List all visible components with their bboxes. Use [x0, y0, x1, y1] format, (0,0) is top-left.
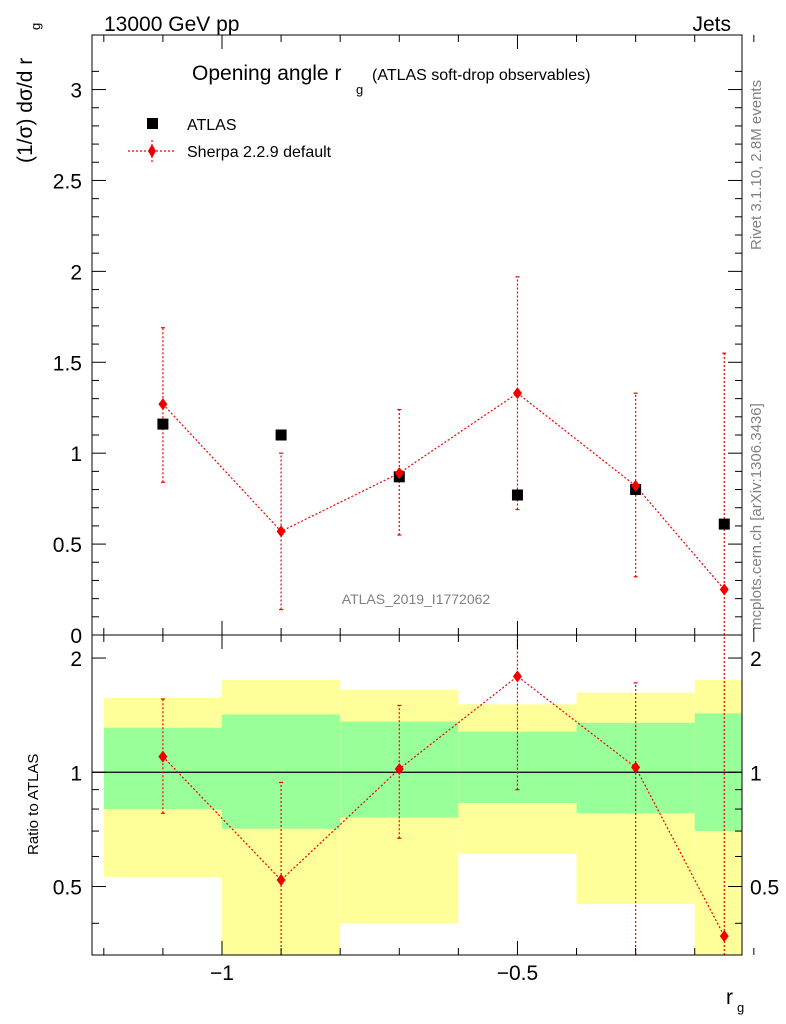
mcplots-label: mcplots.cern.ch [arXiv:1306.3436]: [748, 403, 765, 630]
sherpa-point: [512, 387, 522, 400]
x-tick-label: −0.5: [497, 962, 538, 985]
ratio-point: [719, 930, 729, 943]
legend: ATLAS Sherpa 2.2.9 default: [128, 117, 332, 162]
y-axis-label-text: (1/σ) dσ/d r: [14, 58, 37, 163]
ratio-point: [631, 761, 641, 774]
sherpa-point: [276, 525, 286, 538]
atlas-point: [511, 489, 523, 501]
x-axis-label: r: [726, 986, 733, 1009]
sherpa-line: [162, 392, 725, 590]
analysis-label: ATLAS_2019_I1772062: [342, 591, 491, 607]
green-band-bin: [222, 714, 341, 829]
sherpa-point: [631, 479, 641, 492]
legend-atlas-label: ATLAS: [187, 117, 237, 134]
x-axis-label-sub: g: [737, 1000, 744, 1015]
ratio-point: [276, 874, 286, 887]
legend-sherpa-marker: [148, 144, 156, 158]
axes: −1 −0.5 0 0.5 1 1.5 2 2.5 3 0.5 0.5 1 1 2 2: [53, 34, 779, 985]
sherpa-point: [719, 583, 729, 596]
main-title-text: Opening angle r: [192, 62, 341, 85]
ratio-point: [512, 670, 522, 683]
y-tick-label: 1.5: [53, 352, 82, 375]
ratio-y-tick-label-right: 1: [750, 762, 762, 785]
y-tick-label: 0: [70, 625, 82, 648]
legend-sherpa-label: Sherpa 2.2.9 default: [187, 144, 332, 161]
atlas-point: [275, 429, 287, 441]
data-marks: [157, 276, 730, 955]
y-tick-label: 1: [70, 443, 82, 466]
ratio-y-tick-label: 0.5: [53, 877, 82, 900]
y-tick-label: 2: [70, 261, 82, 284]
ratio-y-tick-label: 2: [70, 648, 82, 671]
rivet-label: Rivet 3.1.10, 2.8M events: [748, 80, 765, 250]
y-axis-label-sub: g: [28, 23, 43, 30]
legend-atlas-marker: [147, 118, 158, 129]
beam-label: 13000 GeV pp: [104, 13, 239, 36]
ratio-y-label: Ratio to ATLAS: [25, 754, 42, 855]
process-label: Jets: [692, 13, 731, 36]
y-tick-label: 3: [70, 80, 82, 103]
ratio-point: [158, 750, 168, 763]
x-tick-label: −1: [210, 962, 234, 985]
ratio-y-tick-label: 1: [70, 762, 82, 785]
y-tick-label: 0.5: [53, 534, 82, 557]
ratio-line: [162, 675, 725, 937]
main-title-suffix: (ATLAS soft-drop observables): [372, 67, 590, 84]
ratio-panel-frame: [91, 634, 743, 956]
ratio-y-tick-label-right: 2: [750, 648, 762, 671]
sherpa-point: [158, 398, 168, 411]
sherpa-point: [394, 467, 404, 480]
green-band-bin: [458, 731, 577, 803]
atlas-point: [718, 518, 730, 530]
ratio-y-tick-label-right: 0.5: [750, 877, 779, 900]
atlas-point: [157, 418, 169, 430]
y-axis-label: (1/σ) dσ/d r g: [14, 23, 43, 163]
y-tick-label: 2.5: [53, 170, 82, 193]
ratio-point: [394, 763, 404, 776]
main-title: Opening angle r: [192, 62, 341, 85]
ratio-bands: [92, 680, 742, 955]
main-title-sub: g: [356, 82, 363, 97]
